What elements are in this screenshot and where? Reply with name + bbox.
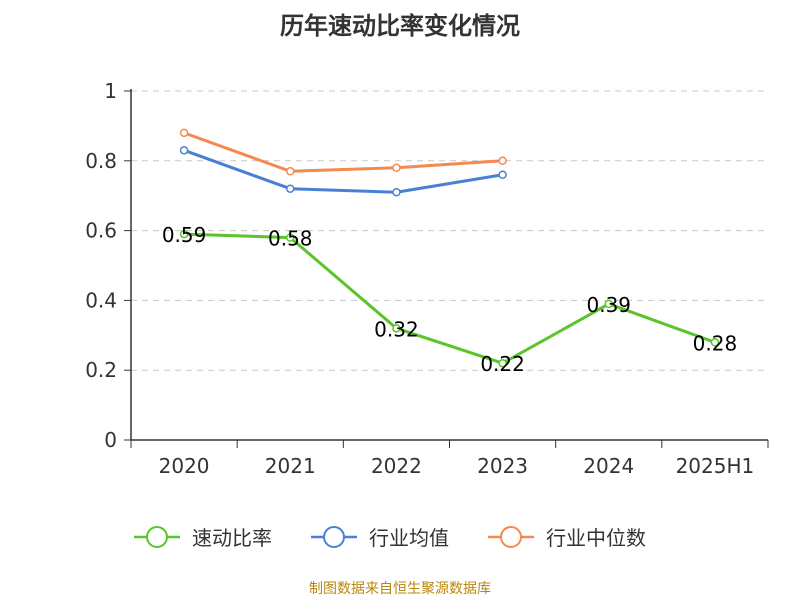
x-tick-label: 2021: [265, 454, 316, 478]
y-tick-label: 0.2: [85, 358, 117, 382]
data-label: 0.22: [480, 352, 525, 376]
data-point: [604, 299, 613, 309]
series-line: [183, 148, 503, 194]
data-point: [710, 338, 720, 347]
data-point: [392, 187, 401, 197]
legend-item[interactable]: 行业中位数: [488, 526, 646, 550]
y-tick-label: 0: [104, 428, 117, 452]
x-tick-label: 2024: [583, 454, 634, 478]
y-tick-label: 1: [104, 79, 117, 103]
data-point: [392, 324, 401, 333]
chart-title: 历年速动比率变化情况: [280, 12, 520, 40]
data-point: [498, 156, 507, 166]
label-layer: 0.59 0.58 0.32 0.22 0.39 0.28: [162, 223, 737, 376]
x-tick-label: 2020: [159, 454, 210, 478]
data-label: 0.39: [586, 293, 631, 317]
data-point: [392, 163, 401, 173]
legend-label: 速动比率: [192, 526, 272, 550]
series-line: [184, 232, 716, 365]
legend: 速动比率 行业均值 行业中位数: [134, 526, 646, 550]
legend-marker: [323, 526, 345, 548]
series-layer: [179, 128, 720, 368]
source-note: 制图数据来自恒生聚源数据库: [309, 581, 491, 597]
y-tick-label: 0.4: [85, 288, 117, 312]
data-point: [179, 229, 189, 239]
data-point: [498, 358, 507, 368]
legend-label: 行业中位数: [546, 526, 646, 550]
x-tick-label: 2025H1: [676, 454, 755, 478]
data-label: 0.32: [374, 317, 419, 341]
data-label: 0.58: [268, 227, 313, 251]
data-point: [179, 146, 189, 155]
legend-label: 行业均值: [369, 526, 449, 550]
data-point: [179, 128, 189, 138]
legend-item[interactable]: 行业均值: [311, 526, 449, 550]
y-tick-label: 0.8: [85, 149, 117, 173]
legend-marker: [500, 526, 522, 548]
y-tick-label: 0.6: [85, 219, 117, 243]
x-tick-label: 2023: [477, 454, 528, 478]
axis-layer: 0 0.2 0.4 0.6 0.8 1 2020 2021 2022 2023 2024 2025H1: [85, 79, 769, 478]
grid-layer: [131, 90, 768, 371]
data-point: [498, 170, 507, 180]
legend-marker: [146, 526, 168, 548]
series-line: [183, 131, 503, 173]
data-label: 0.28: [693, 331, 738, 355]
x-tick-label: 2022: [371, 454, 422, 478]
data-point: [286, 233, 295, 242]
legend-item[interactable]: 速动比率: [134, 526, 272, 550]
data-point: [286, 184, 295, 193]
data-point: [286, 167, 295, 176]
data-label: 0.59: [162, 223, 207, 247]
